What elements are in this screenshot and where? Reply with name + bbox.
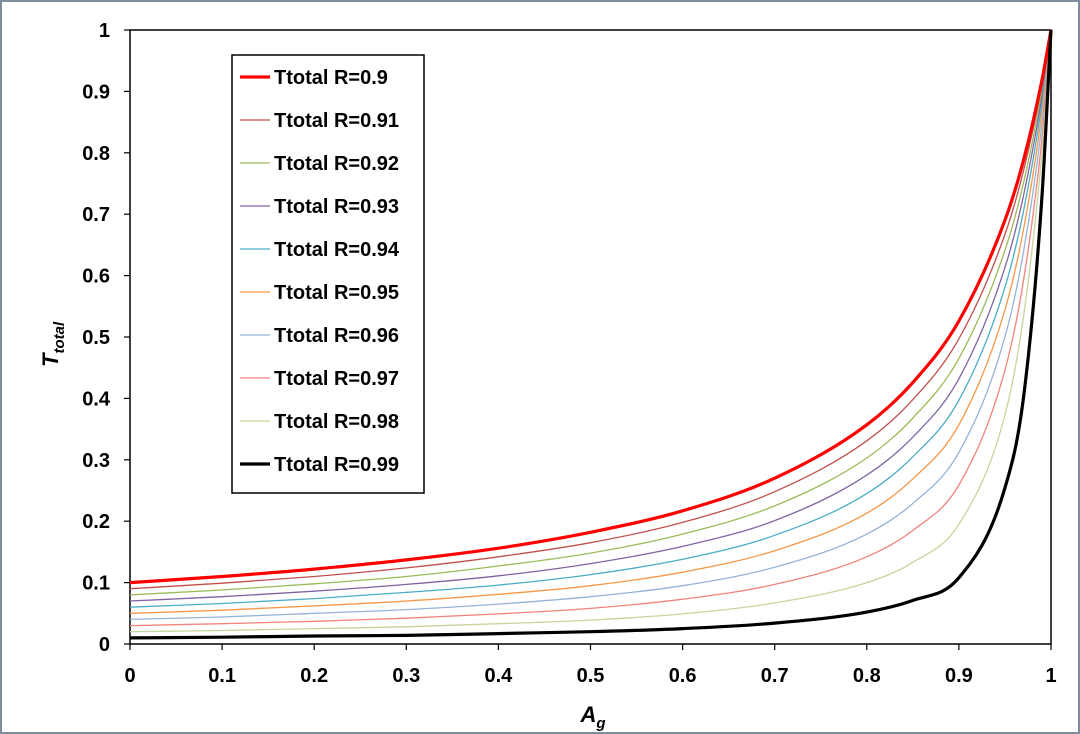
y-tick-label: 0 — [99, 634, 110, 656]
x-tick-label: 0.2 — [300, 665, 328, 687]
legend-label: Ttotal R=0.91 — [274, 110, 399, 132]
y-tick-label: 0.9 — [82, 81, 110, 103]
y-tick-label: 0.5 — [82, 327, 110, 349]
legend-label: Ttotal R=0.98 — [274, 411, 399, 433]
series-line-4 — [129, 29, 1052, 602]
x-tick-label: 0.8 — [853, 665, 881, 687]
x-axis-title: Ag — [580, 702, 606, 732]
x-tick-label: 0.9 — [945, 665, 973, 687]
x-tick-label: 0.7 — [761, 665, 789, 687]
series-line-10 — [129, 29, 1053, 640]
x-tick-label: 0.5 — [577, 665, 605, 687]
y-tick-label: 0.8 — [82, 143, 110, 165]
x-tick-label: 0.4 — [484, 665, 513, 687]
legend-label: Ttotal R=0.97 — [274, 368, 399, 390]
tick-labels: 0 0.1 0.2 0.3 0.4 0.5 0.6 0.7 0.8 0.9 1 0 0.1 0.2 0.3 0… — [82, 20, 1056, 687]
legend-label: Ttotal R=0.96 — [274, 325, 399, 347]
axes-layer — [124, 29, 1052, 650]
series-line-8 — [129, 29, 1052, 627]
series-line-3 — [129, 29, 1052, 596]
legend: Ttotal R=0.9 Ttotal R=0.91 Ttotal R=0.92 Tt… — [231, 54, 425, 494]
y-tick-label: 1 — [99, 20, 110, 42]
legend-label: Ttotal R=0.99 — [274, 454, 399, 476]
y-tick-label: 0.2 — [82, 511, 110, 533]
y-tick-label: 0.7 — [82, 204, 110, 226]
series-line-2 — [129, 29, 1052, 590]
legend-label: Ttotal R=0.93 — [274, 196, 399, 218]
y-tick-label: 0.3 — [82, 450, 110, 472]
legend-label: Ttotal R=0.94 — [274, 239, 400, 261]
series-layer — [129, 29, 1053, 640]
series-line-7 — [129, 29, 1052, 621]
y-axis-title: Ttotal — [38, 321, 68, 367]
x-tick-label: 0 — [124, 665, 135, 687]
y-tick-label: 0.4 — [82, 388, 111, 410]
y-tick-label: 0.6 — [82, 266, 110, 288]
x-tick-label: 0.1 — [208, 665, 236, 687]
legend-label: Ttotal R=0.9 — [274, 67, 388, 89]
series-line-6 — [129, 29, 1052, 614]
legend-box — [231, 54, 425, 494]
y-tick-label: 0.1 — [82, 573, 110, 595]
x-tick-label: 1 — [1045, 665, 1056, 687]
x-tick-label: 0.3 — [392, 665, 420, 687]
x-tick-label: 0.6 — [669, 665, 697, 687]
series-line-9 — [129, 29, 1052, 633]
series-line-5 — [129, 29, 1052, 608]
legend-label: Ttotal R=0.95 — [274, 282, 399, 304]
series-line-1 — [129, 29, 1053, 585]
legend-label: Ttotal R=0.92 — [274, 153, 399, 175]
